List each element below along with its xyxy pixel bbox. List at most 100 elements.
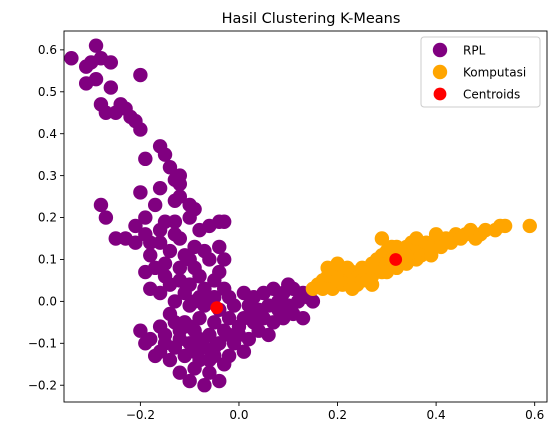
rpl-point <box>182 210 197 225</box>
rpl-point <box>152 181 168 196</box>
rpl-point <box>162 243 178 259</box>
y-tick-label: 0.2 <box>38 211 57 225</box>
rpl-point <box>108 105 123 120</box>
rpl-point <box>167 193 183 208</box>
rpl-point <box>187 344 202 359</box>
rpl-point <box>212 214 227 229</box>
rpl-point <box>128 218 143 234</box>
rpl-point <box>212 264 227 280</box>
rpl-point <box>202 352 217 368</box>
komputasi-point <box>478 222 493 238</box>
rpl-point <box>157 336 173 351</box>
x-tick-label: 0.2 <box>328 408 347 422</box>
y-tick-label: 0.3 <box>38 169 57 183</box>
rpl-point <box>98 210 114 225</box>
rpl-point <box>172 260 188 276</box>
rpl-point <box>138 336 153 351</box>
rpl-point <box>182 373 197 389</box>
legend-box <box>420 36 541 108</box>
legend-marker-rpl <box>432 42 448 58</box>
rpl-point <box>192 269 207 284</box>
rpl-point <box>177 285 192 301</box>
rpl-point <box>133 67 148 83</box>
rpl-point <box>133 323 148 338</box>
legend: RPL Komputasi Centroids <box>420 36 541 108</box>
rpl-point <box>236 344 252 359</box>
rpl-point <box>202 365 217 380</box>
rpl-point <box>241 331 257 347</box>
rpl-point <box>162 160 178 175</box>
rpl-point <box>152 222 168 238</box>
rpl-point <box>88 38 104 53</box>
y-tick-label: −0.1 <box>28 337 57 351</box>
legend-label-komputasi: Komputasi <box>463 65 526 79</box>
series-komputasi <box>305 218 537 297</box>
rpl-point <box>216 357 232 372</box>
rpl-point <box>182 319 197 334</box>
rpl-point <box>261 327 276 343</box>
legend-label-rpl: RPL <box>463 43 486 57</box>
rpl-point <box>64 51 79 66</box>
rpl-point <box>290 294 306 309</box>
komputasi-point <box>522 218 537 234</box>
rpl-point <box>167 315 183 330</box>
rpl-point <box>103 80 119 95</box>
komputasi-point <box>330 273 345 288</box>
centroids-point <box>210 301 224 315</box>
rpl-point <box>305 294 321 309</box>
x-tick-label: 0.6 <box>525 408 544 422</box>
rpl-point <box>143 235 158 250</box>
rpl-point <box>108 231 123 246</box>
y-axis: −0.2 −0.1 0.0 0.1 0.2 0.3 0.4 0.5 0.6 <box>28 43 64 392</box>
rpl-point <box>143 248 158 263</box>
rpl-point <box>152 285 168 301</box>
x-axis: −0.2 0.0 0.2 0.4 0.6 <box>126 402 544 422</box>
rpl-point <box>167 294 183 309</box>
rpl-point <box>216 252 232 267</box>
rpl-point <box>128 235 143 250</box>
rpl-point <box>172 331 188 347</box>
rpl-point <box>133 185 148 200</box>
komputasi-point <box>340 260 355 276</box>
rpl-point <box>162 352 178 368</box>
rpl-point <box>177 248 192 263</box>
rpl-point <box>172 231 188 246</box>
rpl-point <box>192 331 207 347</box>
komputasi-point <box>345 281 360 297</box>
rpl-point <box>157 147 173 162</box>
x-tick-label: 0.4 <box>427 408 446 422</box>
komputasi-point <box>399 248 414 263</box>
plot-area <box>63 30 548 403</box>
chart-title: Hasil Clustering K-Means <box>222 11 401 27</box>
y-tick-label: 0.6 <box>38 43 57 57</box>
rpl-point <box>147 260 163 276</box>
komputasi-point <box>379 264 395 280</box>
rpl-point <box>138 151 153 167</box>
rpl-point <box>246 306 261 322</box>
komputasi-point <box>315 281 330 297</box>
rpl-point <box>172 176 188 192</box>
rpl-point <box>202 252 217 267</box>
rpl-point <box>187 294 202 309</box>
legend-label-centroids: Centroids <box>463 87 520 101</box>
rpl-point <box>78 76 94 91</box>
rpl-point <box>172 365 188 380</box>
rpl-point <box>271 302 286 317</box>
rpl-point <box>147 197 163 213</box>
y-tick-label: 0.1 <box>38 253 57 267</box>
rpl-point <box>207 340 222 355</box>
series-rpl <box>64 38 321 393</box>
rpl-point <box>192 310 207 326</box>
rpl-point <box>221 310 237 326</box>
rpl-point <box>167 214 183 229</box>
rpl-point <box>152 235 168 250</box>
y-tick-label: 0.5 <box>38 85 57 99</box>
y-tick-label: 0.0 <box>38 295 57 309</box>
rpl-point <box>93 197 109 213</box>
rpl-point <box>147 348 163 364</box>
rpl-point <box>133 122 148 137</box>
rpl-point <box>103 55 119 70</box>
rpl-point <box>212 373 227 389</box>
rpl-point <box>197 378 212 393</box>
